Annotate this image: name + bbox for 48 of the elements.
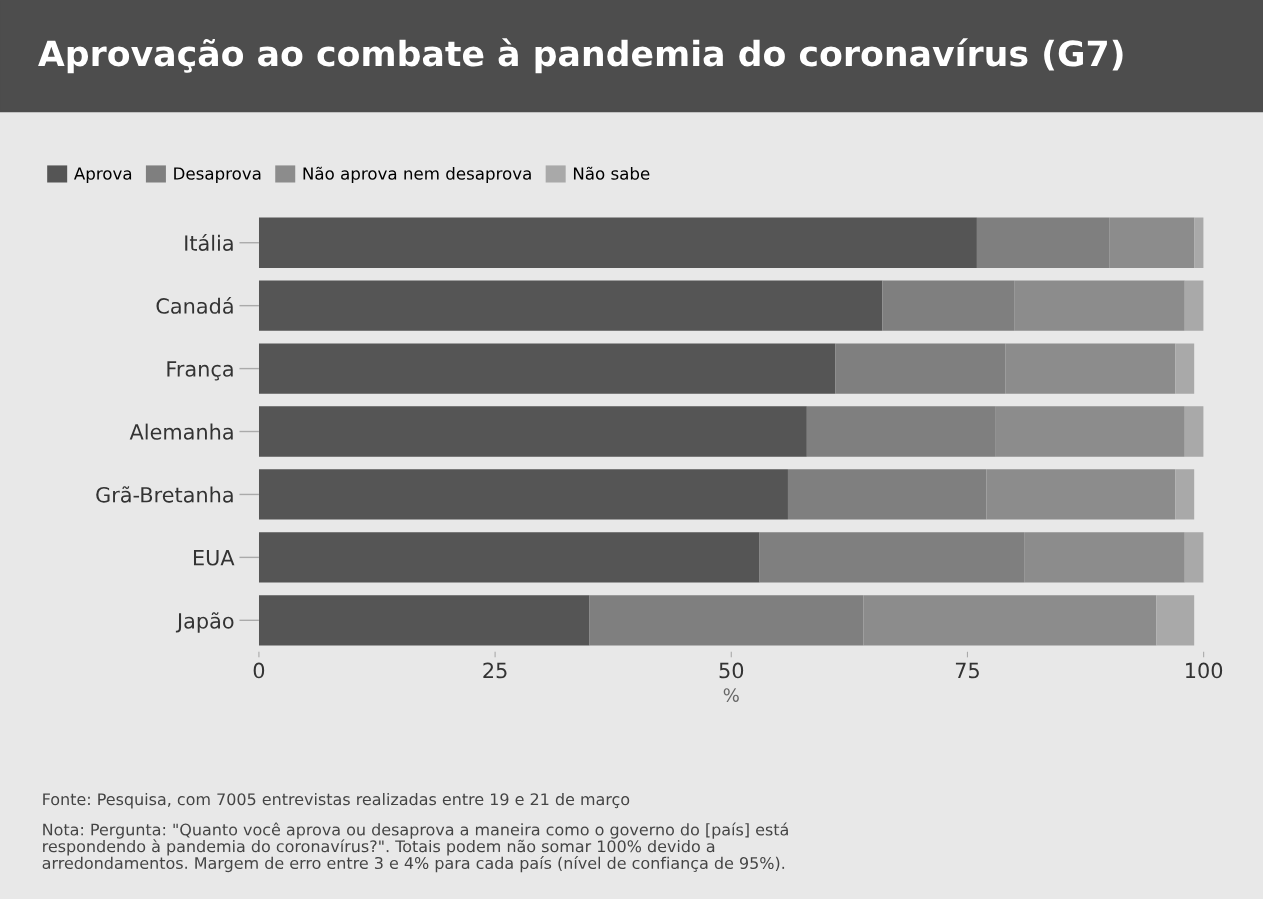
legend-label: Não sabe [573,166,650,180]
bar [1184,532,1204,583]
x-tick-label: 50 [719,662,744,679]
legend-label: Aprova [73,167,132,184]
bar [1109,217,1195,268]
bar [589,595,864,646]
y-tick-label: Grã-Bretanha [96,486,233,503]
bar [995,406,1185,457]
bar [1005,343,1176,394]
x-tick-label: 75 [955,662,979,679]
y-tick-label: Canadá [156,296,233,314]
x-tick-label: 0 [253,662,265,679]
bar [258,280,883,331]
bar [882,280,1015,331]
source-note: Fonte: Pesquisa, com 7005 entrevistas realizadas entre 19 e 21 de março [43,792,630,809]
bar [1024,532,1185,583]
bar [1175,343,1195,394]
x-axis-title: % [723,688,739,702]
y-tick-label: França [167,361,233,381]
y-tick-label: Itália [185,233,233,251]
bar [1184,280,1204,331]
y-tick-label: Alemanha [129,423,233,440]
y-tick-label: Japão [175,612,234,633]
bar [258,469,788,520]
legend-label: Desaprova [174,167,261,184]
bar [1156,595,1195,646]
x-tick-label: 100 [1186,662,1223,679]
bar [976,217,1110,268]
bar [787,469,987,520]
bar [1184,406,1204,457]
bar [258,532,760,583]
bar [258,595,590,646]
x-tick-label: 25 [483,662,507,679]
bar [258,217,977,268]
bar [1014,280,1185,331]
bar [759,532,1025,583]
chart-title: Aprovação ao combate à pandemia do coronavírus (G7) [38,38,1123,74]
bar [806,406,996,457]
bar [835,343,1006,394]
bar [863,595,1157,646]
legend-label: Não aprova nem desaprova [303,166,531,184]
bar [1175,469,1195,520]
bar [986,469,1176,520]
bar [258,406,807,457]
bar [1194,217,1204,268]
y-tick-label: EUA [193,550,235,566]
bar [258,343,836,394]
text: Nota: Pergunta: "Quanto você aprova ou desaprova a maneira como o governo do [país] está respondendo à pandemia do coronavírus?". Totais podem não somar 100% devido a arredondamentos. Margem de erro entre 3 e 4% para cada país (nível de confiança de 95%). [42,822,788,873]
